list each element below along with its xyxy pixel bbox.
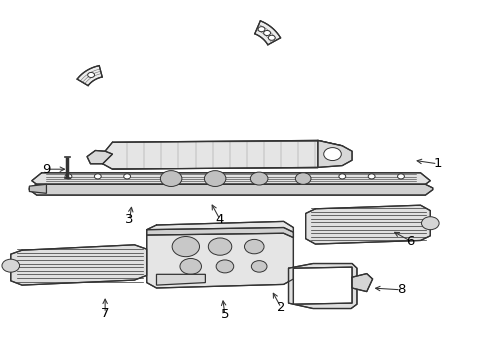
- Text: 6: 6: [406, 235, 414, 248]
- Circle shape: [123, 174, 130, 179]
- Text: 2: 2: [276, 301, 285, 314]
- Circle shape: [397, 174, 404, 179]
- Circle shape: [160, 171, 182, 186]
- Text: 8: 8: [396, 283, 405, 296]
- Circle shape: [258, 27, 264, 32]
- Circle shape: [2, 259, 20, 272]
- Circle shape: [87, 72, 94, 77]
- Polygon shape: [305, 205, 429, 244]
- Polygon shape: [32, 173, 429, 184]
- Text: 5: 5: [220, 309, 229, 321]
- Polygon shape: [146, 228, 293, 238]
- Polygon shape: [29, 184, 46, 193]
- Circle shape: [65, 174, 72, 179]
- Circle shape: [250, 172, 267, 185]
- Polygon shape: [317, 140, 351, 167]
- Circle shape: [323, 148, 341, 161]
- Circle shape: [94, 174, 101, 179]
- Circle shape: [338, 174, 345, 179]
- Polygon shape: [11, 245, 146, 285]
- Circle shape: [204, 171, 225, 186]
- Circle shape: [180, 258, 201, 274]
- Circle shape: [216, 260, 233, 273]
- Polygon shape: [146, 221, 293, 288]
- Circle shape: [172, 237, 199, 257]
- Polygon shape: [156, 274, 205, 285]
- Polygon shape: [288, 264, 356, 309]
- Polygon shape: [254, 21, 280, 45]
- Text: 9: 9: [42, 163, 51, 176]
- Circle shape: [208, 238, 231, 255]
- Polygon shape: [98, 140, 349, 169]
- Text: 7: 7: [101, 307, 109, 320]
- Circle shape: [251, 261, 266, 272]
- Polygon shape: [77, 66, 102, 86]
- Polygon shape: [87, 150, 112, 164]
- Circle shape: [244, 239, 264, 254]
- Text: 1: 1: [432, 157, 441, 170]
- Circle shape: [263, 31, 270, 36]
- Circle shape: [367, 174, 374, 179]
- Circle shape: [295, 173, 310, 184]
- Polygon shape: [351, 274, 372, 292]
- Circle shape: [268, 35, 275, 40]
- Circle shape: [421, 217, 438, 230]
- Text: 3: 3: [125, 213, 134, 226]
- Text: 4: 4: [215, 213, 224, 226]
- Polygon shape: [293, 267, 351, 304]
- Polygon shape: [29, 184, 432, 195]
